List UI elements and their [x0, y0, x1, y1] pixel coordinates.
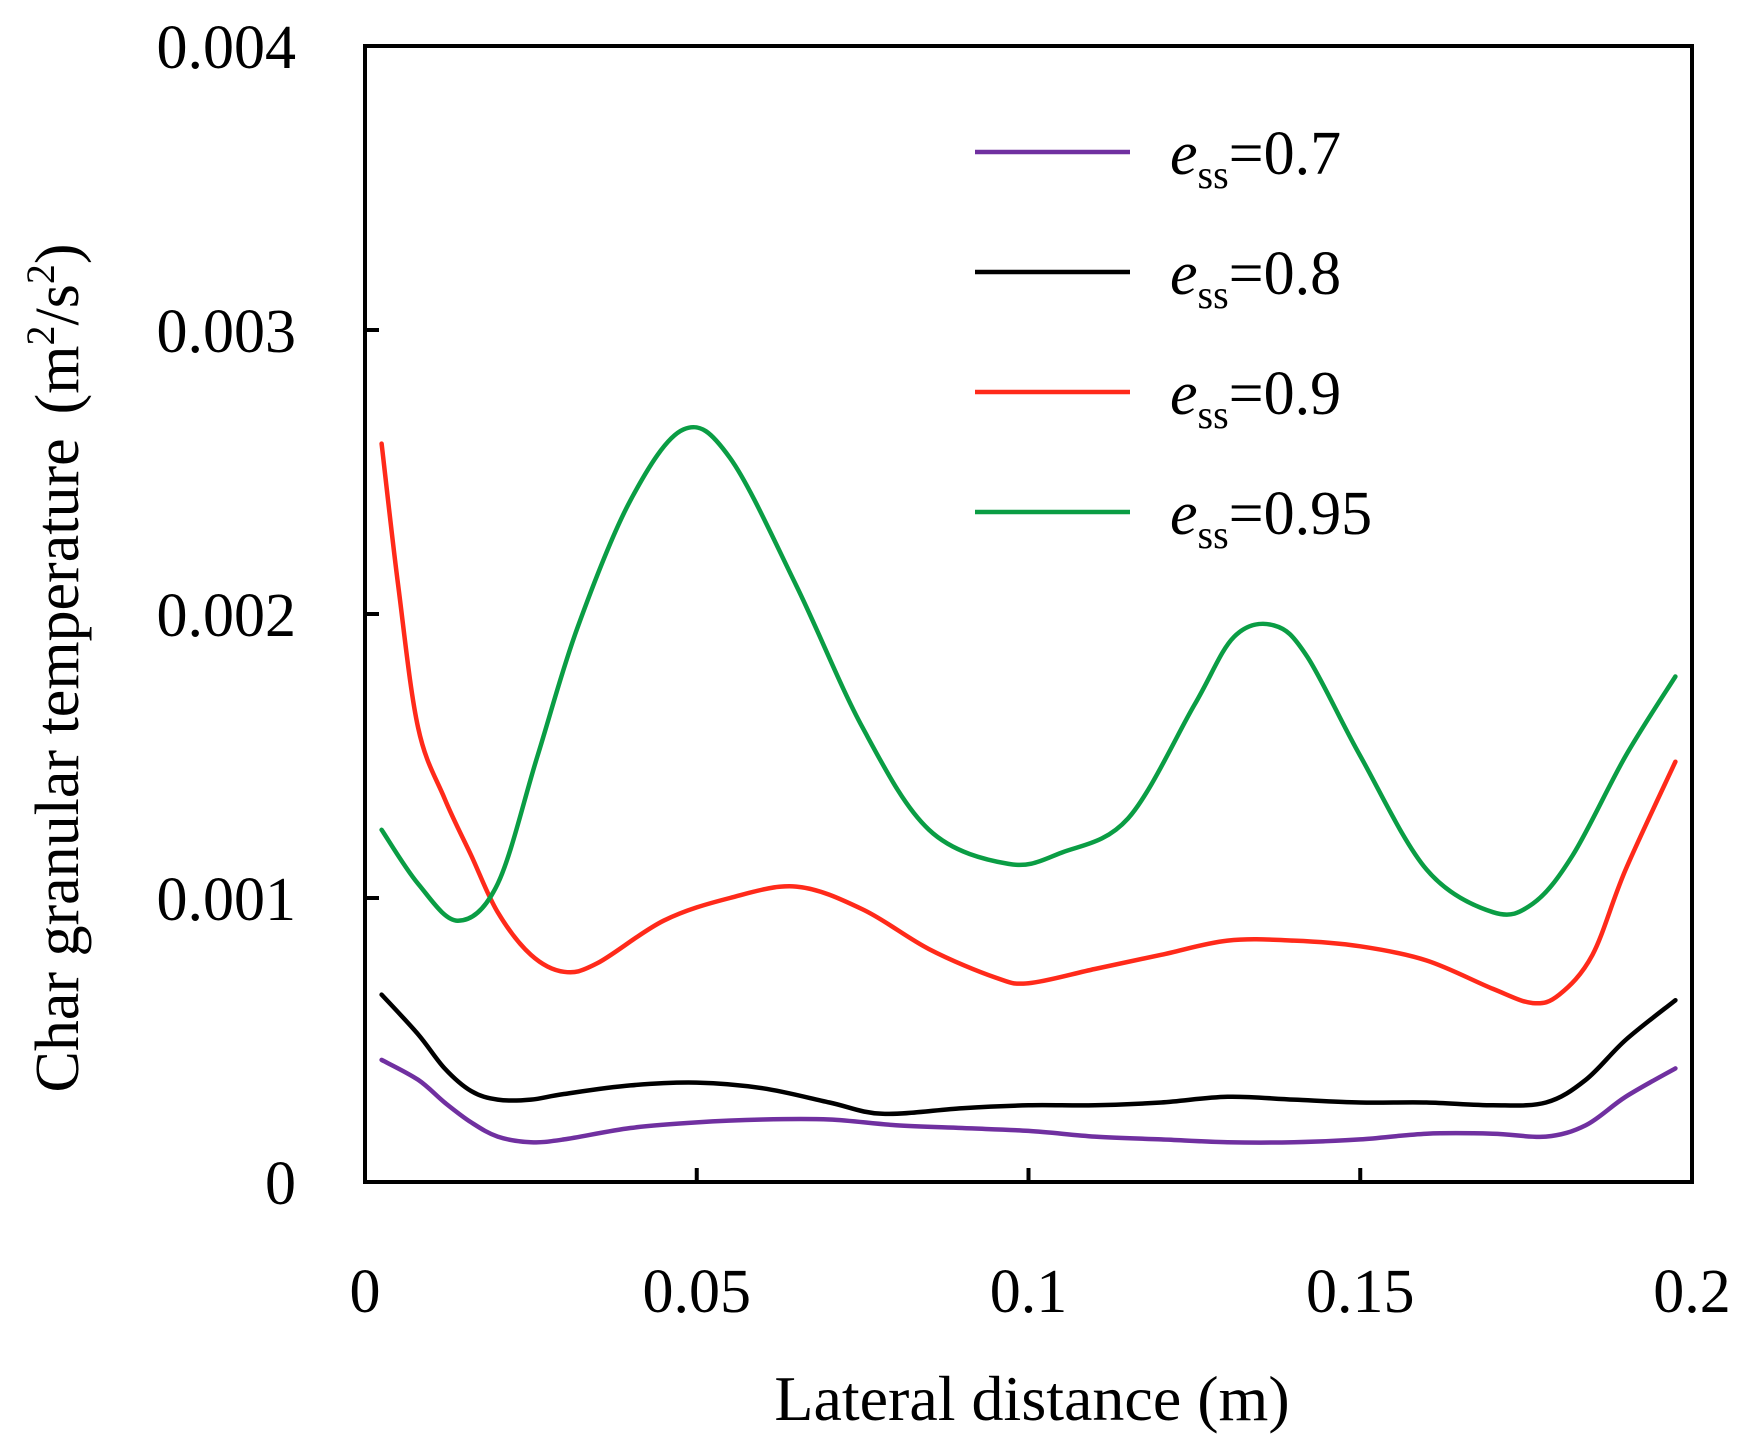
y-axis-label-text: Char granular temperature — [24, 438, 92, 1092]
x-tick-label: 0.05 — [643, 1258, 752, 1326]
legend-item: ess=0.8 — [975, 240, 1341, 317]
y-tick-label: 0.004 — [157, 14, 297, 82]
y-tick-label: 0.001 — [157, 866, 297, 934]
legend-item: ess=0.7 — [975, 120, 1341, 197]
legend-item: ess=0.9 — [975, 360, 1341, 437]
legend-label: ess=0.8 — [1170, 240, 1341, 317]
plot-area — [379, 424, 1678, 1145]
x-tick-label: 0 — [350, 1258, 381, 1326]
legend-label: ess=0.7 — [1170, 120, 1341, 197]
series-line-4 — [379, 424, 1678, 923]
y-tick-label: 0.003 — [157, 298, 297, 366]
x-axis-label: Lateral distance (m) — [774, 1363, 1289, 1434]
legend-item: ess=0.95 — [975, 480, 1372, 557]
axes: 0 0.05 0.1 0.15 0.2 0 0.001 0.002 0.003 0.004 — [157, 14, 1731, 1326]
legend-label: ess=0.95 — [1170, 480, 1372, 557]
x-tick-label: 0.2 — [1653, 1258, 1731, 1326]
x-tick-label: 0.15 — [1306, 1258, 1415, 1326]
series-line-3 — [379, 441, 1678, 1006]
plot-frame — [363, 44, 1694, 1184]
legend: ess=0.7 ess=0.8 ess=0.9 ess=0.95 — [975, 120, 1372, 557]
y-tick-label: 0.002 — [157, 582, 297, 650]
series-line-1 — [379, 1057, 1678, 1145]
legend-label: ess=0.9 — [1170, 360, 1341, 437]
series-line-2 — [379, 992, 1678, 1117]
y-tick-label: 0 — [265, 1150, 296, 1218]
y-axis-label: Char granular temperature(m2/s2) — [18, 243, 92, 1092]
x-tick-label: 0.1 — [990, 1258, 1068, 1326]
